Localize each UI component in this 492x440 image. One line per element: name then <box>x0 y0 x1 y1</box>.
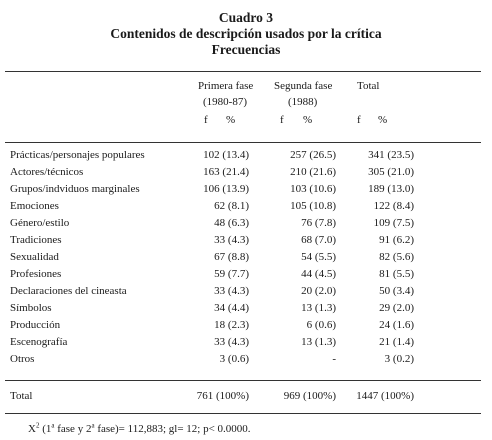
row-col3: 24 (1.6) <box>379 319 414 331</box>
table-row: Declaraciones del cineasta 33 (4.3) 20 (… <box>0 285 492 302</box>
row-label: Actores/técnicos <box>10 166 84 178</box>
table-row: Actores/técnicos 163 (21.4) 210 (21.6) 3… <box>0 166 492 183</box>
table-row: Emociones 62 (8.1) 105 (10.8) 122 (8.4) <box>0 200 492 217</box>
row-col2: 105 (10.8) <box>290 200 336 212</box>
bottom-rule <box>5 413 481 414</box>
table-row: Profesiones 59 (7.7) 44 (4.5) 81 (5.5) <box>0 268 492 285</box>
row-col2: 6 (0.6) <box>306 319 336 331</box>
table-title: Cuadro 3 <box>218 10 274 25</box>
col1-pct-label: % <box>226 114 236 126</box>
row-col1: 48 (6.3) <box>214 217 249 229</box>
row-col1: 67 (8.8) <box>214 251 249 263</box>
table-row: Género/estilo 48 (6.3) 76 (7.8) 109 (7.5… <box>0 217 492 234</box>
col2-header-line1: Segunda fase <box>274 80 333 92</box>
row-col3: 91 (6.2) <box>379 234 414 246</box>
header-rule <box>5 142 481 143</box>
col2-header-line2: (1988) <box>288 96 318 108</box>
col3-header-line1: Total <box>357 80 380 92</box>
row-col2: 103 (10.6) <box>290 183 336 195</box>
row-label: Tradiciones <box>10 234 62 246</box>
row-label: Género/estilo <box>10 217 70 229</box>
row-label: Grupos/indviduos marginales <box>10 183 140 195</box>
col2-pct-label: % <box>303 114 313 126</box>
col2-f-label: f <box>280 114 284 126</box>
row-col2: 68 (7.0) <box>301 234 336 246</box>
table-subtitle: Contenidos de descripción usados por la … <box>110 26 382 41</box>
table-row: Producción 18 (2.3) 6 (0.6) 24 (1.6) <box>0 319 492 336</box>
note-part-b: (1 <box>39 423 52 435</box>
row-col3: 29 (2.0) <box>379 302 414 314</box>
note-part-d: fase)= 112,883; gl= 12; p< 0.0000. <box>94 423 251 435</box>
table-row: Otros 3 (0.6) - 3 (0.2) <box>0 353 492 370</box>
row-col2: 76 (7.8) <box>301 217 336 229</box>
row-col3: 82 (5.6) <box>379 251 414 263</box>
row-col2: 20 (2.0) <box>301 285 336 297</box>
row-label: Prácticas/personajes populares <box>10 149 145 161</box>
total-col2: 969 (100%) <box>283 390 336 402</box>
table-row: Grupos/indviduos marginales 106 (13.9) 1… <box>0 183 492 200</box>
row-col2: 13 (1.3) <box>301 302 336 314</box>
col1-header-line1: Primera fase <box>198 80 254 92</box>
row-col2: 13 (1.3) <box>301 336 336 348</box>
row-col1: 18 (2.3) <box>214 319 249 331</box>
row-col3: 81 (5.5) <box>379 268 414 280</box>
total-label: Total <box>10 390 33 402</box>
col1-f-label: f <box>204 114 208 126</box>
row-col1: 62 (8.1) <box>214 200 249 212</box>
footnote: X2 (1a fase y 2a fase)= 112,883; gl= 12;… <box>28 421 251 435</box>
row-col1: 33 (4.3) <box>214 285 249 297</box>
row-col1: 33 (4.3) <box>214 234 249 246</box>
row-col1: 34 (4.4) <box>214 302 249 314</box>
row-col3: 341 (23.5) <box>368 149 414 161</box>
row-col2: 210 (21.6) <box>290 166 336 178</box>
table-row: Tradiciones 33 (4.3) 68 (7.0) 91 (6.2) <box>0 234 492 251</box>
row-label: Producción <box>10 319 61 331</box>
total-col3: 1447 (100%) <box>356 390 414 402</box>
row-col2: 257 (26.5) <box>290 149 336 161</box>
table-row: Sexualidad 67 (8.8) 54 (5.5) 82 (5.6) <box>0 251 492 268</box>
row-col1: 59 (7.7) <box>214 268 249 280</box>
row-label: Símbolos <box>10 302 52 314</box>
note-part-a: X <box>28 423 36 435</box>
table-row: Prácticas/personajes populares 102 (13.4… <box>0 149 492 166</box>
row-col1: 102 (13.4) <box>203 149 249 161</box>
row-col2: 44 (4.5) <box>301 268 336 280</box>
row-col3: 122 (8.4) <box>373 200 414 212</box>
row-col3: 21 (1.4) <box>379 336 414 348</box>
table-row: Escenografía 33 (4.3) 13 (1.3) 21 (1.4) <box>0 336 492 353</box>
note-sup-b: a <box>51 421 55 430</box>
row-col3: 189 (13.0) <box>368 183 414 195</box>
note-sup-c: a <box>91 421 95 430</box>
row-col1: 3 (0.6) <box>219 353 249 365</box>
row-col3: 109 (7.5) <box>373 217 414 229</box>
row-label: Escenografía <box>10 336 68 348</box>
top-rule <box>5 71 481 72</box>
row-label: Otros <box>10 353 35 365</box>
row-label: Emociones <box>10 200 59 212</box>
row-label: Profesiones <box>10 268 62 280</box>
row-col3: 3 (0.2) <box>384 353 414 365</box>
total-col1: 761 (100%) <box>196 390 249 402</box>
row-col1: 106 (13.9) <box>203 183 249 195</box>
row-col3: 50 (3.4) <box>379 285 414 297</box>
note-part-c: fase y 2 <box>54 423 92 435</box>
table-subtitle-2: Frecuencias <box>211 42 281 57</box>
col3-f-label: f <box>357 114 361 126</box>
row-col1: 33 (4.3) <box>214 336 249 348</box>
row-col1: 163 (21.4) <box>203 166 249 178</box>
col3-pct-label: % <box>378 114 388 126</box>
total-rule <box>5 380 481 381</box>
row-label: Sexualidad <box>10 251 59 263</box>
row-col3: 305 (21.0) <box>368 166 414 178</box>
col1-header-line2: (1980-87) <box>203 96 247 108</box>
row-label: Declaraciones del cineasta <box>10 285 127 297</box>
table-row: Símbolos 34 (4.4) 13 (1.3) 29 (2.0) <box>0 302 492 319</box>
row-col2: - <box>332 353 336 365</box>
note-sup-a: 2 <box>35 421 40 430</box>
row-col2: 54 (5.5) <box>301 251 336 263</box>
total-row: Total 761 (100%) 969 (100%) 1447 (100%) <box>0 390 492 407</box>
